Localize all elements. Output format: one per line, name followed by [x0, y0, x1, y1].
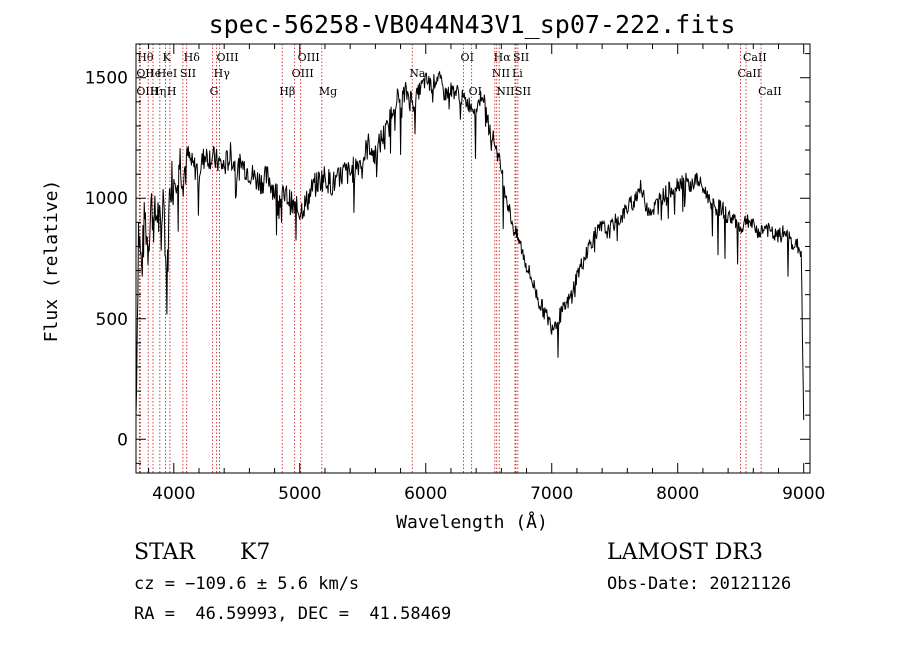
chart-title: spec-56258-VB044N43V1_sp07-222.fits [209, 10, 736, 39]
x-tick-label: 8000 [656, 484, 699, 504]
spectral-line-label: Hα [494, 51, 512, 64]
flux-series-line [135, 71, 805, 421]
spectral-line-label: Hδ [184, 51, 201, 64]
spectral-line-label: Hγ [214, 67, 231, 80]
x-tick-label: 6000 [404, 484, 447, 504]
spectral-line-label: SII [515, 85, 531, 98]
spectral-line-label: SII [180, 67, 196, 80]
plot-frame [135, 43, 811, 474]
spectral-line-label: OIII [217, 51, 239, 64]
x-tick-label: 5000 [278, 484, 321, 504]
y-tick-label: 1000 [85, 189, 128, 209]
y-tick-label: 0 [117, 430, 128, 450]
spectral-line-label: NII [492, 67, 510, 80]
x-axis-label: Wavelength (Å) [396, 511, 548, 533]
spectral-line-label: OI [461, 51, 474, 64]
spectral-line-label: CaII [737, 67, 761, 80]
spectral-line-label: Mg [319, 85, 337, 98]
y-axis-label: Flux (relative) [41, 180, 62, 343]
y-tick-label: 1500 [85, 69, 128, 89]
spectral-line-label: H [167, 85, 177, 98]
spectral-line-label: OI [469, 85, 482, 98]
redshift-velocity: cz = −109.6 ± 5.6 km/s [134, 574, 360, 594]
spectral-line-label: NII [496, 85, 514, 98]
object-class: STAR [134, 540, 195, 565]
x-tick-label: 7000 [530, 484, 573, 504]
object-subclass: K7 [240, 540, 271, 565]
spectral-line-label: SII [513, 51, 529, 64]
spectral-line-label: OIII [292, 67, 314, 80]
spectral-line-label: OIII [298, 51, 320, 64]
spectral-line-label: Hη [150, 85, 166, 98]
spectral-line-label: Hβ [279, 85, 295, 98]
spectral-line-label: OIII [136, 85, 158, 98]
spectral-line-label: CaII [758, 85, 782, 98]
spectral-line-label: HeI [157, 67, 177, 80]
y-tick-label: 500 [96, 310, 128, 330]
spectral-line-label: OII [136, 67, 154, 80]
spectral-line-label: Hθ [137, 51, 154, 64]
sky-coordinates: RA = 46.59993, DEC = 41.58469 [134, 604, 452, 624]
spectral-line-label: Na [409, 67, 426, 80]
observation-date: Obs-Date: 20121126 [607, 574, 792, 594]
spectral-line-label: CaII [743, 51, 767, 64]
x-tick-label: 4000 [152, 484, 195, 504]
spectral-line-label: G [210, 85, 219, 98]
x-tick-label: 9000 [782, 484, 825, 504]
spectral-line-label: K [162, 51, 171, 64]
survey-name: LAMOST DR3 [607, 540, 763, 565]
